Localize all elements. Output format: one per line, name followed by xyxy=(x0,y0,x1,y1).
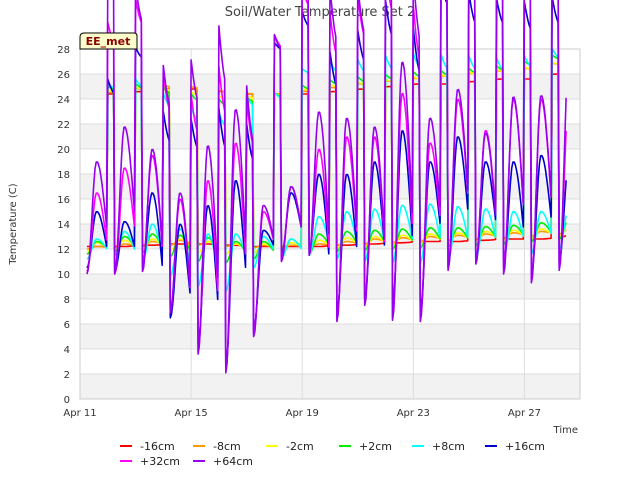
x-tick-label: Apr 15 xyxy=(175,408,208,419)
y-tick-label: 2 xyxy=(64,370,70,381)
series-line xyxy=(86,0,567,372)
series-line xyxy=(86,62,567,250)
y-tick-label: 8 xyxy=(64,295,70,306)
series-line xyxy=(86,0,567,369)
series-lines xyxy=(86,0,567,374)
site-label: EE_met xyxy=(86,35,131,48)
y-tick-label: 16 xyxy=(57,195,70,206)
y-tick-label: 6 xyxy=(64,320,70,331)
x-tick-label: Apr 23 xyxy=(397,408,430,419)
y-axis-title: Temperature (C) xyxy=(8,183,19,265)
grid-band xyxy=(80,224,580,249)
legend-label: -2cm xyxy=(286,440,314,453)
chart-title: Soil/Water Temperature Set 2 xyxy=(225,5,416,20)
grid-band xyxy=(80,274,580,299)
y-tick-label: 26 xyxy=(57,70,70,81)
legend: -16cm -8cm -2cm +2cm +8cm +16cm +32cm +64cm xyxy=(120,440,545,468)
site-label-box: EE_met xyxy=(79,32,138,50)
grid-band xyxy=(80,374,580,399)
legend-label: +64cm xyxy=(213,455,253,468)
grid-band xyxy=(80,324,580,349)
legend-label: -8cm xyxy=(213,440,241,453)
y-tick-label: 12 xyxy=(57,245,70,256)
y-tick-label: 4 xyxy=(64,345,70,356)
y-tick-label: 28 xyxy=(57,45,70,56)
x-tick-label: Apr 19 xyxy=(286,408,319,419)
y-tick-label: 14 xyxy=(57,220,70,231)
legend-label: +32cm xyxy=(140,455,180,468)
y-tick-label: 0 xyxy=(64,395,70,406)
legend-label: +8cm xyxy=(432,440,465,453)
x-axis: Apr 11 Apr 15 Apr 19 Apr 23 Apr 27 xyxy=(63,408,541,419)
y-tick-label: 20 xyxy=(57,145,70,156)
y-tick-label: 24 xyxy=(57,95,70,106)
legend-label: +2cm xyxy=(359,440,392,453)
y-tick-label: 10 xyxy=(57,270,70,281)
y-tick-label: 18 xyxy=(57,170,70,181)
series-line xyxy=(86,0,567,374)
y-tick-label: 22 xyxy=(57,120,70,131)
legend-label: -16cm xyxy=(140,440,175,453)
x-tick-label: Apr 11 xyxy=(63,408,96,419)
legend-label: +16cm xyxy=(505,440,545,453)
x-axis-title: Time xyxy=(553,425,578,436)
x-tick-label: Apr 27 xyxy=(508,408,541,419)
